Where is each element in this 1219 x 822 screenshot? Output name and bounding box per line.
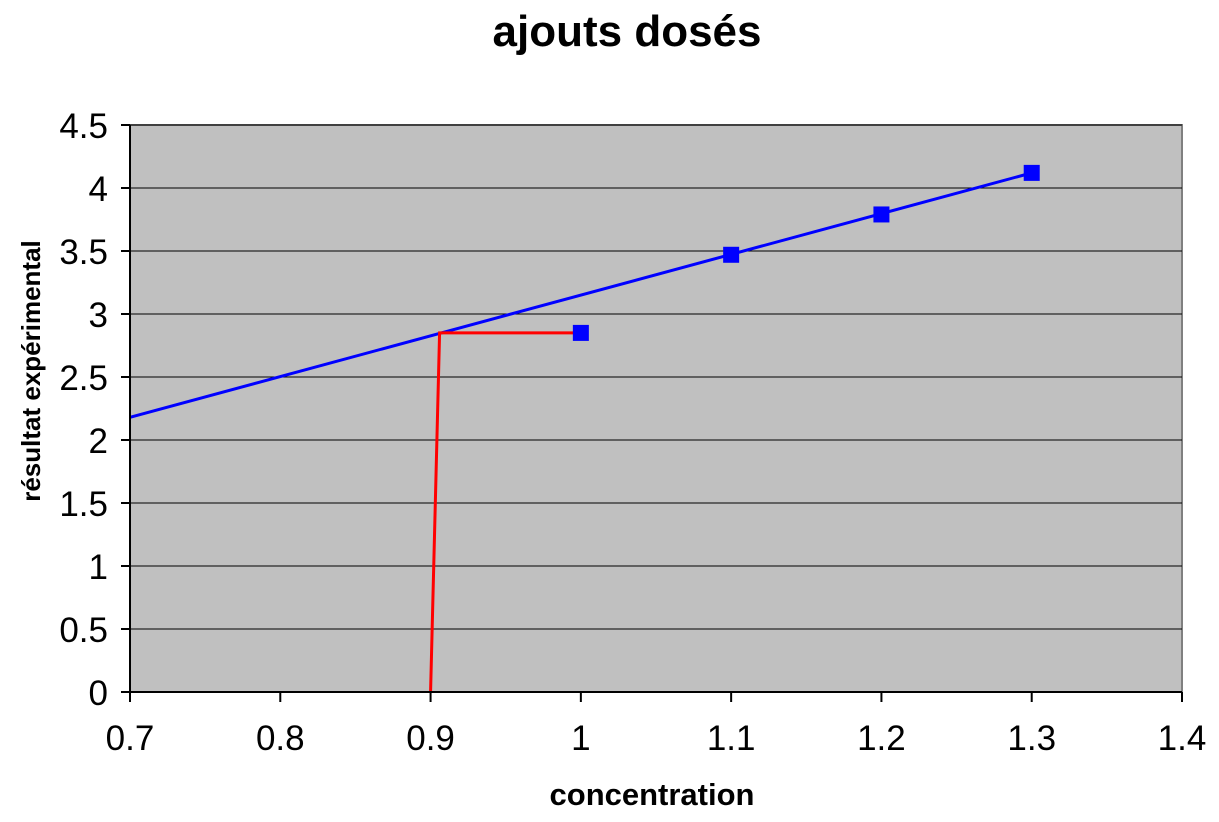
x-tick-label: 0.8 (256, 719, 305, 758)
y-tick-label: 4 (89, 170, 108, 209)
y-tick-label: 2.5 (59, 359, 108, 398)
y-tick-label: 3.5 (59, 233, 108, 272)
graphical-reading-annotation-line (429, 331, 581, 693)
y-tick-label: 3 (89, 296, 108, 335)
x-tick-label: 1 (571, 719, 590, 758)
data-point-marker (1023, 164, 1040, 181)
x-tick-label: 1.4 (1158, 719, 1207, 758)
data-point-marker (873, 206, 890, 223)
x-tick-label: 0.9 (406, 719, 455, 758)
y-tick-label: 1.5 (59, 485, 108, 524)
x-tick-label: 1.2 (857, 719, 906, 758)
x-tick-label: 0.7 (106, 719, 155, 758)
chart-title: ajouts dosés (493, 7, 762, 56)
plot-area (129, 124, 1183, 693)
x-tick-label: 1.3 (1007, 719, 1056, 758)
y-tick-label: 0.5 (59, 611, 108, 650)
x-axis-title: concentration (550, 777, 755, 812)
data-point-marker (723, 246, 740, 263)
y-tick-label: 1 (89, 548, 108, 587)
y-tick-label: 2 (89, 422, 108, 461)
y-tick-label: 0 (89, 674, 108, 713)
y-tick-label: 4.5 (59, 107, 108, 146)
x-tick-label: 1.1 (707, 719, 756, 758)
data-point-marker (572, 324, 589, 341)
y-axis-title: résultat expérimental (16, 240, 46, 502)
